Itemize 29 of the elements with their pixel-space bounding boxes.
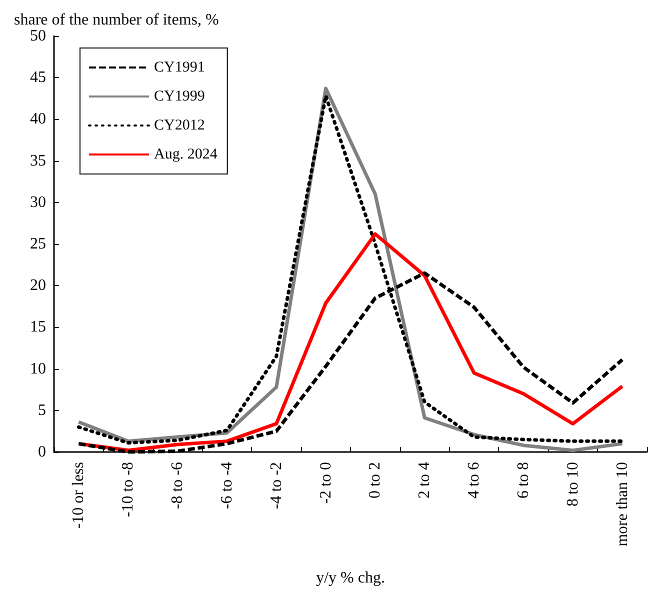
x-tick-label: 8 to 10: [564, 462, 582, 506]
x-tick-label: 6 to 8: [514, 462, 532, 498]
x-tick-label: 4 to 6: [466, 462, 483, 498]
legend-label: Aug. 2024: [154, 146, 218, 162]
x-tick-label: -10 or less: [70, 462, 88, 529]
y-axis-title: share of the number of items, %: [14, 12, 219, 29]
legend-label: CY1991: [154, 60, 205, 76]
x-tick-label: 2 to 4: [416, 462, 434, 498]
y-tick-label: 10: [30, 360, 46, 378]
x-tick-label: -4 to -2: [268, 462, 285, 510]
y-tick-label: 0: [38, 444, 46, 460]
y-tick-label: 15: [30, 318, 46, 336]
y-tick-label: 30: [30, 194, 46, 211]
y-tick-label: 5: [38, 402, 46, 419]
legend-label: CY1999: [154, 88, 205, 104]
x-tick-label: more than 10: [614, 462, 631, 546]
y-tick-label: 35: [30, 152, 46, 170]
x-tick-label: -10 to -8: [120, 462, 137, 518]
legend-label: CY2012: [154, 118, 205, 134]
x-tick-label: -8 to -6: [169, 462, 186, 510]
x-axis-title: y/y % chg.: [316, 570, 385, 586]
y-tick-label: 20: [30, 277, 46, 294]
x-tick-label: -2 to 0: [317, 462, 334, 504]
y-tick-label: 40: [30, 110, 46, 128]
y-tick-label: 50: [30, 28, 46, 44]
x-tick-label: 0 to 2: [366, 462, 384, 498]
y-tick-label: 25: [30, 236, 46, 252]
y-tick-label: 45: [30, 69, 46, 86]
x-tick-label: -6 to -4: [218, 462, 236, 510]
